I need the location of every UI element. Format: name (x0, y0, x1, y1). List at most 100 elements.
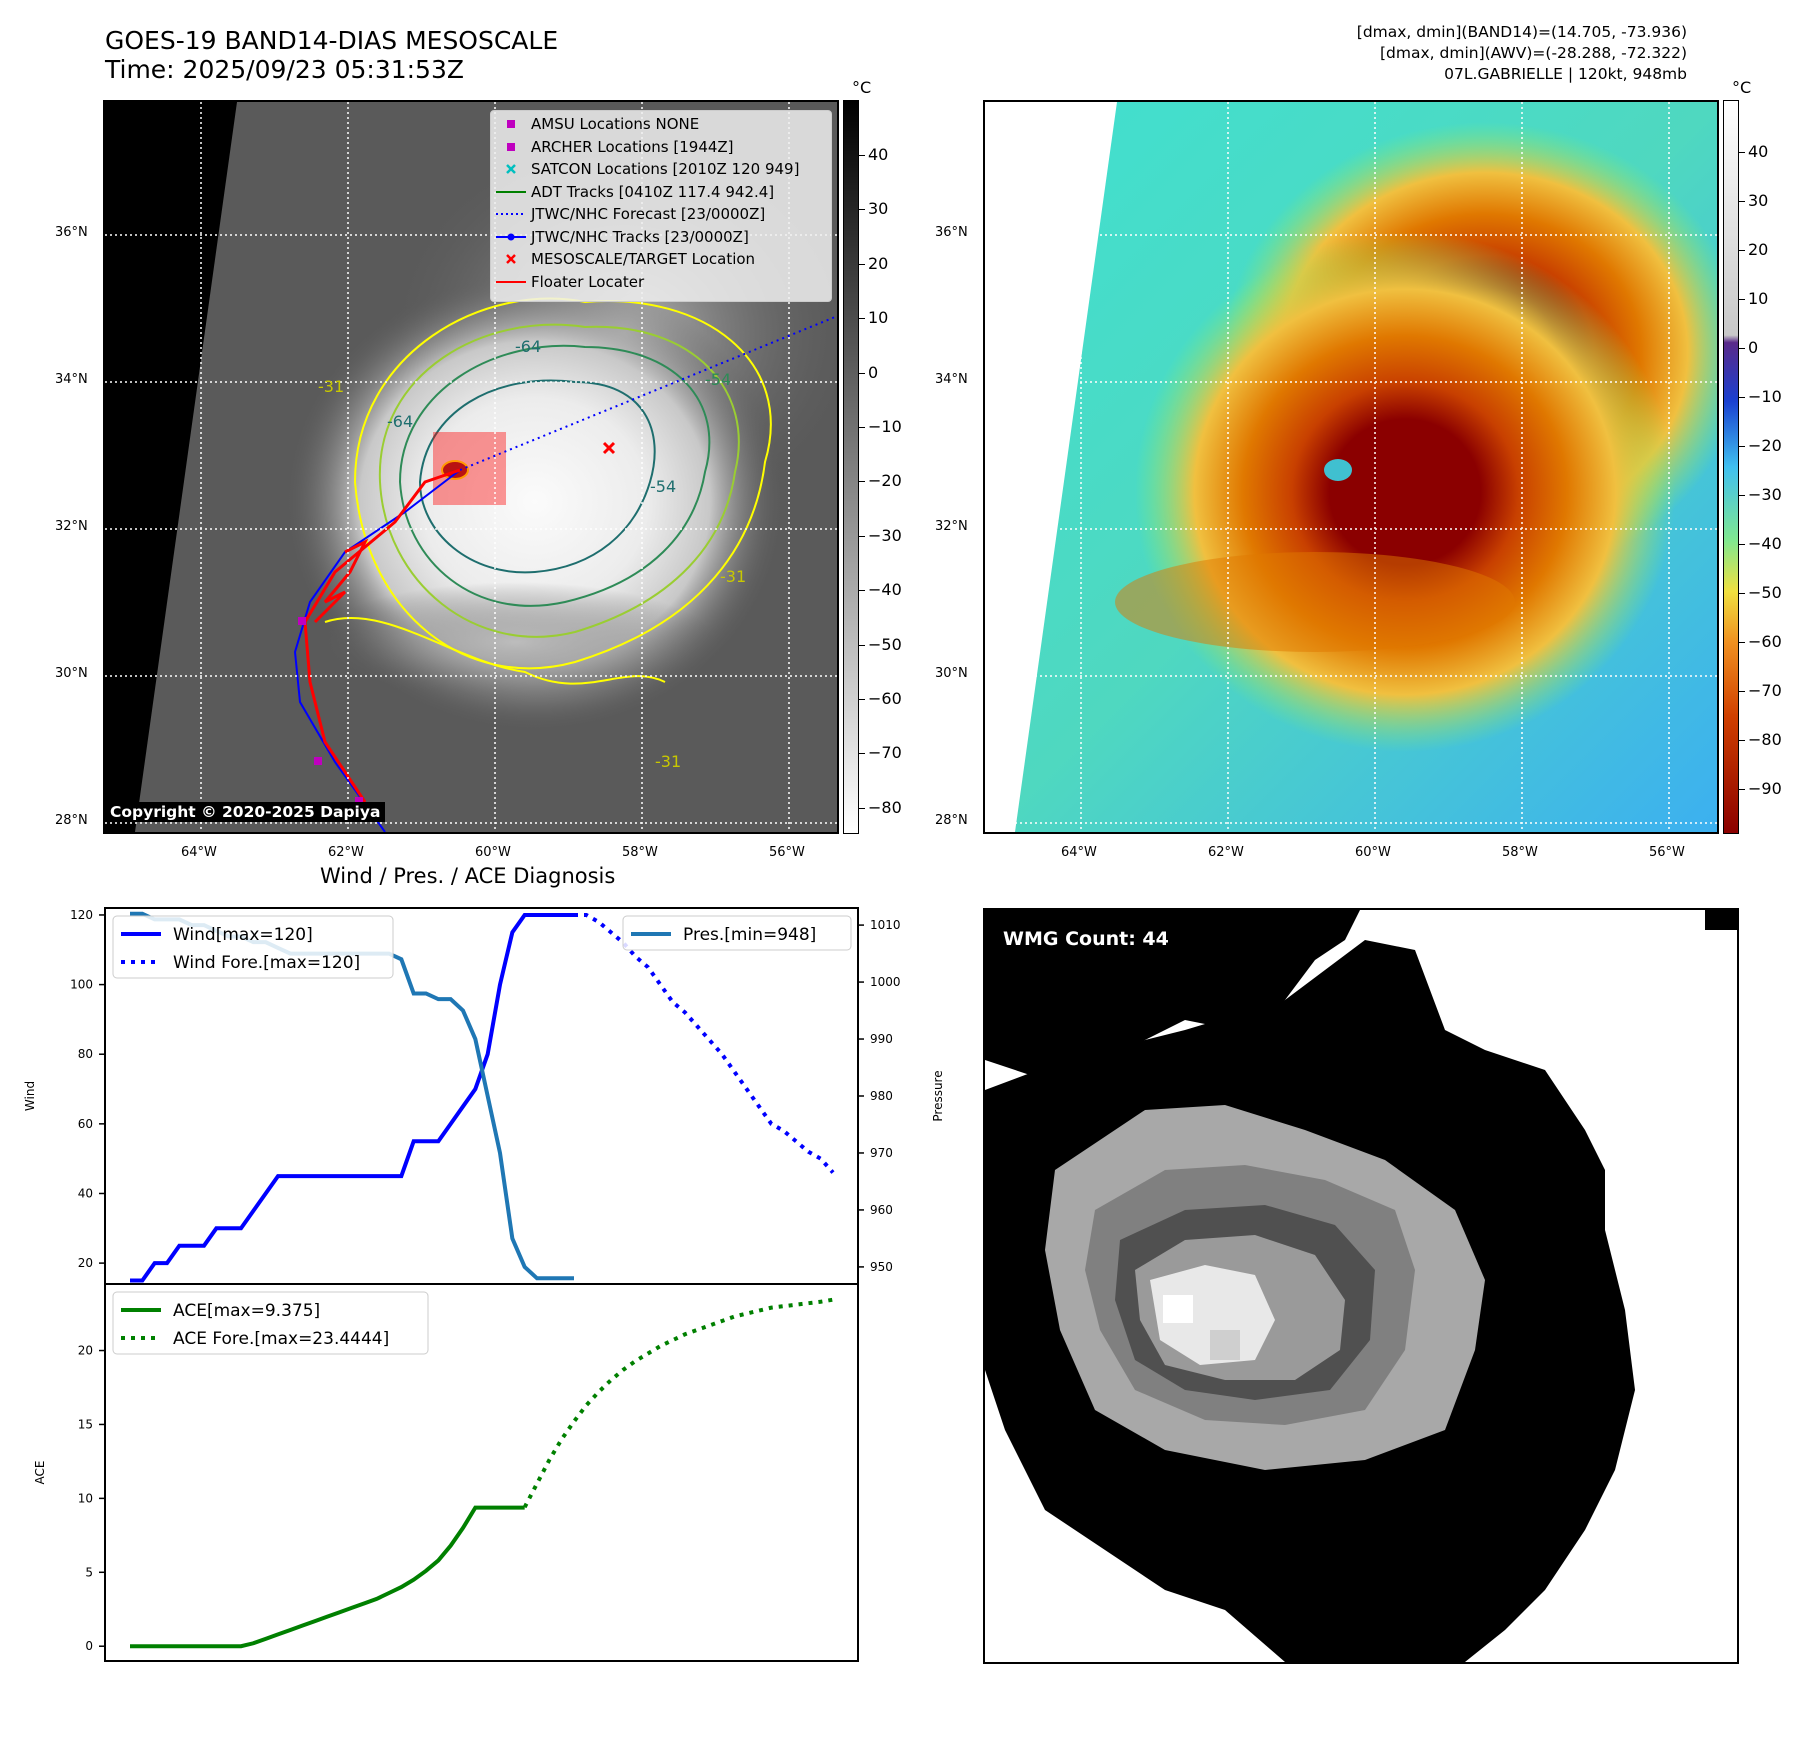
colorbar-tick-label: −50 (1748, 583, 1782, 602)
wmg-count-label: WMG Count: 44 (1003, 928, 1169, 950)
chart-legend: Wind[max=120] Wind Fore.[max=120] (112, 915, 394, 979)
legend-entry: JTWC/NHC Tracks [23/0000Z] (491, 226, 831, 249)
chart-title: GOES-19 BAND14-DIAS MESOSCALE (105, 26, 559, 55)
colorbar-tick-mark (859, 699, 865, 700)
lon-tick-label: 60°W (1355, 845, 1391, 860)
colorbar-tick-label: −70 (868, 743, 902, 763)
lat-tick-label: 28°N (935, 813, 968, 828)
lon-tick-label: 58°W (622, 845, 658, 860)
diagnosis-title: Wind / Pres. / ACE Diagnosis (320, 864, 616, 888)
legend-label: Pres.[min=948] (683, 925, 816, 945)
colorbar-tick-mark (859, 263, 865, 265)
colorbar-tick-mark (1739, 299, 1745, 300)
axis-tick-label: 80 (78, 1047, 93, 1061)
colorbar-tick-mark (1739, 201, 1745, 202)
wind-axis-label: Wind (23, 1081, 37, 1111)
colorbar-tick-label: −30 (1748, 485, 1782, 504)
enh-colorbar-unit: °C (1732, 78, 1752, 97)
lat-tick-label: 34°N (935, 372, 968, 387)
contour-label: -54 (705, 370, 731, 389)
colorbar-tick-mark (859, 807, 865, 809)
legend-label: JTWC/NHC Forecast [23/0000Z] (531, 205, 766, 224)
ir-map-panel: -64 -64 -54 -31 -31 -31 -54 AMSU Locatio… (103, 100, 839, 834)
axis-tick-label: 1010 (870, 918, 901, 932)
chart-time: Time: 2025/09/23 05:31:53Z (105, 55, 464, 84)
colorbar-tick-label: 10 (868, 308, 889, 328)
info-awv: [dmax, dmin](AWV)=(-28.288, -72.322) (1380, 44, 1687, 62)
colorbar-tick-label: −20 (868, 471, 902, 491)
legend-symbol-icon (491, 252, 531, 266)
colorbar-tick-label: 10 (1748, 289, 1769, 308)
lon-tick-label: 62°W (328, 845, 364, 860)
lat-tick-label: 30°N (935, 666, 968, 681)
lon-tick-label: 56°W (1649, 845, 1685, 860)
contour-label: -31 (655, 752, 681, 771)
axis-tick-label: 990 (870, 1032, 893, 1046)
colorbar-tick-label: −80 (1748, 730, 1782, 749)
colorbar-tick-mark (859, 481, 865, 483)
colorbar-tick-mark (859, 372, 865, 374)
axis-tick-label: 1000 (870, 975, 901, 989)
axis-tick-label: 40 (78, 1186, 93, 1200)
legend-label: ARCHER Locations [1944Z] (531, 137, 734, 156)
legend-entry: ARCHER Locations [1944Z] (491, 136, 831, 159)
colorbar-tick-label: −10 (1748, 387, 1782, 406)
contour-label: -31 (720, 567, 746, 586)
contour-label: -64 (387, 412, 413, 431)
legend-symbol-icon (491, 275, 531, 289)
colorbar-tick-label: 20 (868, 253, 889, 273)
lat-tick-label: 32°N (935, 519, 968, 534)
colorbar-tick-label: 30 (868, 199, 889, 219)
colorbar-tick-mark (1739, 397, 1745, 398)
colorbar-tick-mark (859, 155, 865, 156)
axis-tick-label: 0 (85, 1639, 93, 1653)
legend-symbol-icon (491, 117, 531, 131)
colorbar-tick-mark (1739, 593, 1745, 594)
wmg-image (985, 910, 1737, 1662)
colorbar-tick-mark (1739, 691, 1745, 692)
colorbar-tick-label: −70 (1748, 681, 1782, 700)
lon-tick-label: 64°W (1061, 845, 1097, 860)
colorbar-tick-mark (1739, 495, 1745, 496)
axis-tick-label: 15 (78, 1417, 93, 1431)
colorbar-tick-label: −90 (1748, 779, 1782, 798)
lat-tick-label: 34°N (55, 372, 88, 387)
lon-tick-label: 58°W (1502, 845, 1538, 860)
colorbar-tick-label: −60 (1748, 632, 1782, 651)
colorbar-tick-label: 40 (1748, 142, 1769, 161)
axis-tick-label: 950 (870, 1260, 893, 1274)
lat-tick-label: 32°N (55, 519, 88, 534)
colorbar-tick-mark (859, 427, 865, 428)
lon-tick-label: 64°W (181, 845, 217, 860)
enhanced-ir-image (985, 102, 1717, 832)
colorbar-tick-label: −40 (868, 580, 902, 600)
lon-tick-label: 60°W (475, 845, 511, 860)
colorbar-tick-label: 40 (868, 145, 889, 164)
lat-tick-label: 30°N (55, 666, 88, 681)
legend-label: ADT Tracks [0410Z 117.4 942.4] (531, 182, 775, 201)
legend-entry: JTWC/NHC Forecast [23/0000Z] (491, 203, 831, 226)
wmg-panel: WMG Count: 44 (983, 908, 1739, 1664)
ir-legend: AMSU Locations NONE ARCHER Locations [194… (490, 110, 832, 302)
enhanced-ir-panel (983, 100, 1719, 834)
axis-tick-label: 5 (85, 1565, 93, 1579)
colorbar-tick-mark (859, 318, 865, 320)
chart-legend: Pres.[min=948] (622, 915, 852, 951)
legend-symbol-icon (491, 230, 531, 244)
colorbar-tick-mark (1739, 740, 1745, 741)
colorbar-tick-mark (859, 590, 865, 592)
info-band14: [dmax, dmin](BAND14)=(14.705, -73.936) (1356, 23, 1687, 41)
legend-label: AMSU Locations NONE (531, 115, 700, 134)
colorbar-tick-mark (1739, 348, 1745, 349)
wind-forecast-line (574, 912, 835, 1174)
copyright-label: Copyright © 2020-2025 Dapiya (105, 802, 386, 822)
legend-label: ACE[max=9.375] (173, 1301, 320, 1321)
axis-tick-label: 20 (78, 1256, 93, 1270)
contour-label: -54 (650, 477, 676, 496)
colorbar-tick-label: 0 (1748, 338, 1759, 357)
colorbar-tick-label: 30 (1748, 191, 1769, 210)
colorbar-tick-mark (1739, 250, 1745, 251)
axis-tick-label: 10 (78, 1491, 93, 1505)
colorbar-tick-mark (1739, 642, 1745, 643)
colorbar-tick-label: −20 (1748, 436, 1782, 455)
